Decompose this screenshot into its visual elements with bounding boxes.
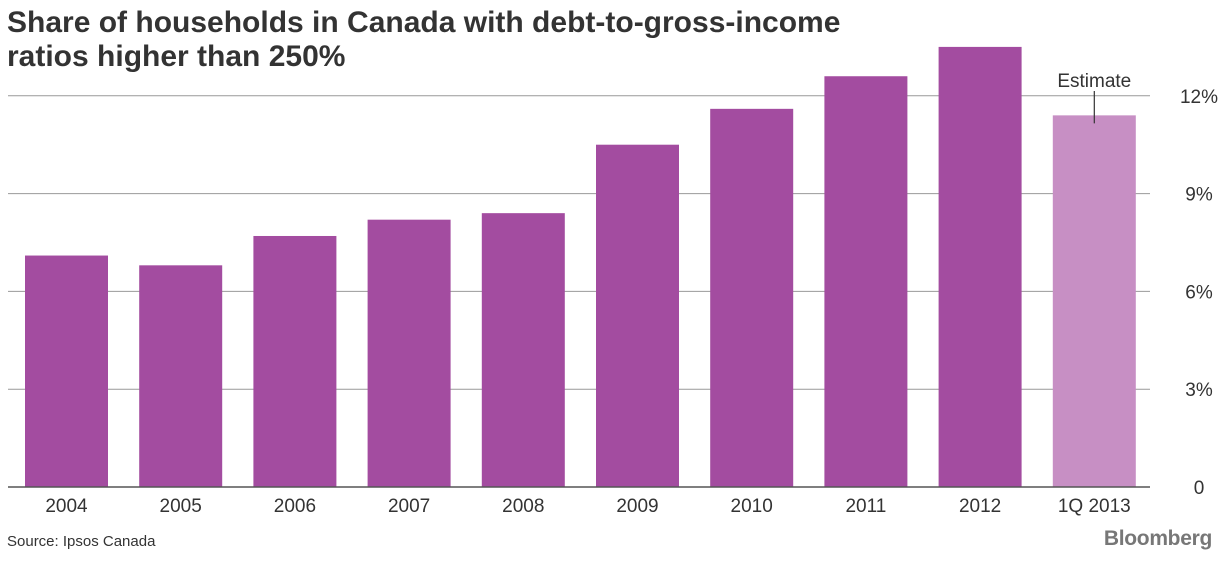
x-tick-label: 2009 xyxy=(616,496,658,517)
bar xyxy=(938,46,1022,488)
chart-title: Share of households in Canada with debt-… xyxy=(7,6,841,73)
bar xyxy=(253,235,337,487)
axis-layer: 0 3% 6% 9% 12% 2004 2005 2006 2007 2008 2009 2010 20… xyxy=(8,87,1218,517)
bar xyxy=(139,265,223,487)
annotation-label: Estimate xyxy=(1057,71,1131,92)
y-tick-label: 0 xyxy=(1194,478,1205,499)
bar xyxy=(824,76,908,488)
annotation-layer: Estimate xyxy=(1057,71,1131,124)
x-tick-label: 1Q 2013 xyxy=(1058,496,1131,517)
x-tick-label: 2006 xyxy=(274,496,316,517)
y-tick-label: 6% xyxy=(1185,282,1213,303)
bar xyxy=(596,144,679,487)
bar xyxy=(367,219,451,487)
x-tick-label: 2012 xyxy=(959,496,1001,517)
x-tick-label: 2008 xyxy=(502,496,544,517)
y-tick-label: 12% xyxy=(1180,87,1218,108)
x-tick-label: 2004 xyxy=(45,496,88,517)
bar xyxy=(25,255,108,487)
x-tick-label: 2010 xyxy=(731,496,773,517)
source-note: Source: Ipsos Canada xyxy=(7,533,156,550)
y-tick-label: 9% xyxy=(1185,185,1213,206)
x-tick-label: 2005 xyxy=(160,496,202,517)
bloomberg-logo: Bloomberg xyxy=(1103,527,1212,550)
x-tick-label: 2011 xyxy=(845,496,886,517)
bar xyxy=(481,213,565,487)
y-tick-label: 3% xyxy=(1185,380,1213,401)
bar xyxy=(1052,115,1136,488)
bar xyxy=(710,108,794,487)
x-tick-label: 2007 xyxy=(388,496,430,517)
bar-layer xyxy=(25,46,1136,488)
